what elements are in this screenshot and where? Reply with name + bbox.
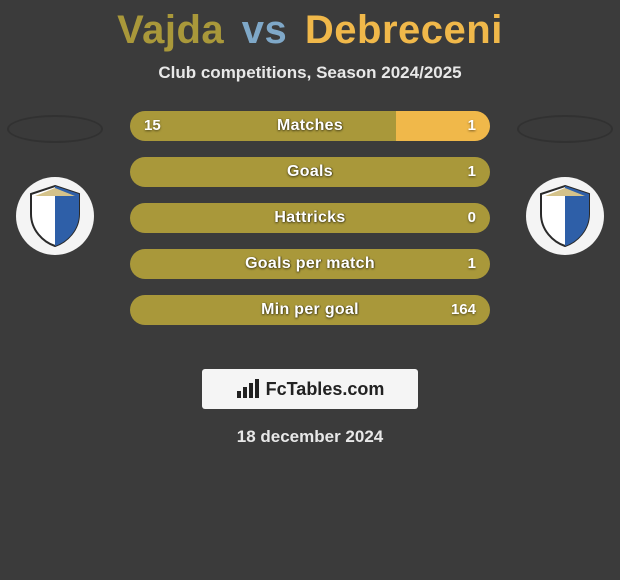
bar-segment-left [130, 111, 396, 141]
branding-badge: FcTables.com [202, 369, 418, 409]
bar-value-right: 164 [451, 295, 476, 325]
side-left [0, 111, 110, 255]
bar-segment-left [130, 249, 490, 279]
stat-bar-matches: 15 Matches 1 [130, 111, 490, 141]
date-text: 18 december 2024 [0, 427, 620, 447]
title-team1: Vajda [117, 8, 224, 52]
title-vs: vs [242, 8, 288, 52]
ellipse-left [7, 115, 103, 143]
stat-bar-min-per-goal: Min per goal 164 [130, 295, 490, 325]
bar-value-right: 0 [468, 203, 476, 233]
bar-value-left: 15 [144, 111, 161, 141]
stat-bar-goals-per-match: Goals per match 1 [130, 249, 490, 279]
branding-text: FcTables.com [266, 379, 385, 400]
side-right [510, 111, 620, 255]
shield-icon [535, 184, 595, 248]
bar-value-right: 1 [468, 111, 476, 141]
stat-bar-goals: Goals 1 [130, 157, 490, 187]
comparison-title: Vajda vs Debreceni [0, 0, 620, 53]
ellipse-right [517, 115, 613, 143]
chart-bars-icon [236, 379, 262, 399]
stat-bar-hattricks: Hattricks 0 [130, 203, 490, 233]
crest-left [16, 177, 94, 255]
bar-segment-left [130, 295, 490, 325]
shield-icon [25, 184, 85, 248]
bar-segment-left [130, 157, 490, 187]
subtitle: Club competitions, Season 2024/2025 [0, 63, 620, 83]
stat-bars: 15 Matches 1 Goals 1 Hattricks 0 Goals p… [130, 111, 490, 325]
bar-value-right: 1 [468, 249, 476, 279]
chart-area: 15 Matches 1 Goals 1 Hattricks 0 Goals p… [0, 111, 620, 351]
bar-value-right: 1 [468, 157, 476, 187]
bar-segment-left [130, 203, 490, 233]
crest-right [526, 177, 604, 255]
title-team2: Debreceni [305, 8, 503, 52]
